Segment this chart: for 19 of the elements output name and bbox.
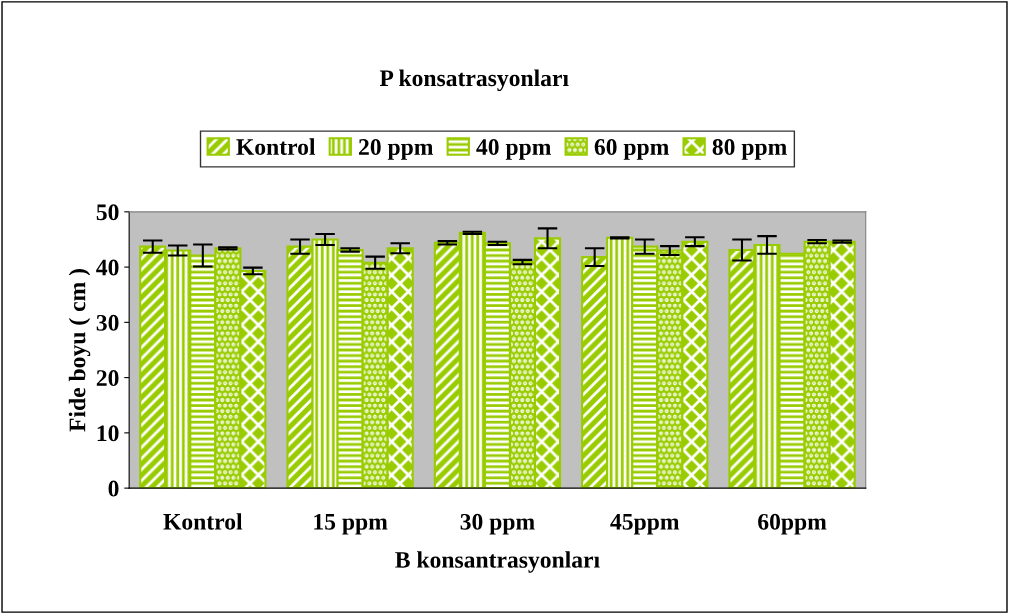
y-tick-label: 20 (96, 370, 119, 387)
y-axis-title: Fide boyu ( cm ) (68, 269, 91, 432)
chart-title: P konsatrasyonları (379, 69, 569, 92)
y-tick-label: 0 (108, 480, 119, 497)
x-tick-label: 30 ppm (460, 513, 535, 535)
x-axis-title: B konsantrasyonları (395, 551, 600, 573)
y-tick-label: 10 (97, 425, 119, 442)
x-tick-label: 15 ppm (314, 513, 388, 535)
y-tick-label: 40 (96, 259, 119, 276)
legend-label: 40 ppm (476, 139, 551, 160)
legend-label: 60 ppm (594, 139, 669, 160)
legend-label: Kontrol (236, 138, 316, 155)
x-tick-label: Kontrol (163, 513, 243, 530)
y-tick-label: 30 (96, 314, 119, 331)
x-tick-label: 45ppm (610, 513, 680, 535)
x-tick-label: 60ppm (758, 513, 827, 535)
legend-label: 80 ppm (712, 139, 787, 160)
y-tick-label: 50 (96, 204, 119, 221)
legend-label: 20 ppm (359, 139, 434, 160)
